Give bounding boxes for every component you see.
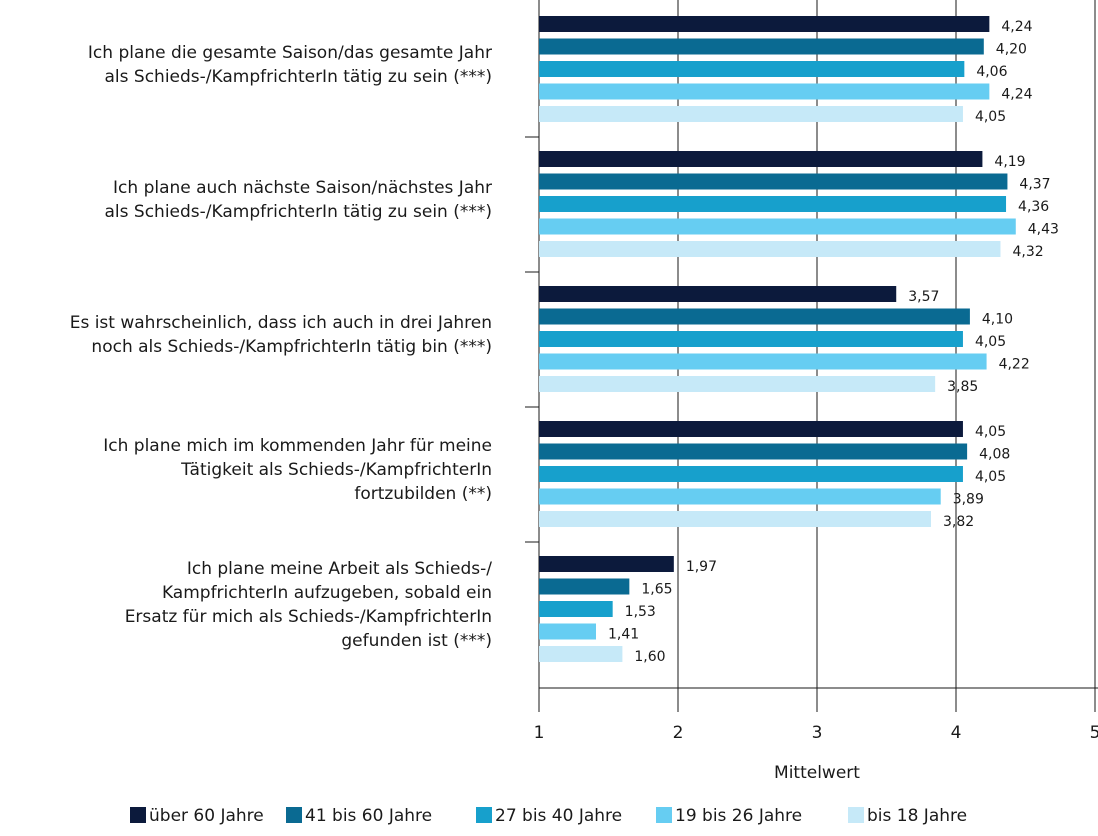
bar — [539, 623, 596, 640]
bar — [539, 421, 963, 437]
value-label: 4,32 — [1012, 244, 1043, 260]
value-label: 4,05 — [975, 469, 1006, 485]
x-tick-label: 5 — [1090, 723, 1098, 743]
value-label: 1,60 — [634, 649, 665, 665]
legend-swatch — [286, 807, 302, 823]
x-tick-label: 2 — [673, 723, 684, 743]
value-label: 4,36 — [1018, 199, 1049, 215]
category-label: Ich plane die gesamte Saison/das gesamte… — [88, 43, 492, 87]
bar — [539, 151, 983, 167]
bar — [539, 286, 897, 302]
category-line: KampfrichterIn aufzugeben, sobald ein — [162, 583, 492, 603]
bar — [539, 83, 990, 100]
legend-label: 41 bis 60 Jahre — [305, 806, 432, 826]
category-line: Ich plane mich im kommenden Jahr für mei… — [103, 436, 492, 456]
category-label: Ich plane mich im kommenden Jahr für mei… — [103, 436, 492, 504]
value-label: 4,08 — [979, 447, 1010, 463]
bar — [539, 308, 970, 325]
x-tick-label: 4 — [951, 723, 962, 743]
x-tick-label: 1 — [534, 723, 545, 743]
legend-label: bis 18 Jahre — [867, 806, 967, 826]
category-line: Es ist wahrscheinlich, dass ich auch in … — [70, 313, 492, 333]
value-label: 4,24 — [1001, 19, 1032, 35]
x-axis-label: Mittelwert — [774, 763, 860, 783]
bar — [539, 106, 963, 122]
value-label: 4,43 — [1028, 222, 1059, 238]
bar — [539, 173, 1008, 190]
value-label: 4,10 — [982, 312, 1013, 328]
legend-label: 19 bis 26 Jahre — [675, 806, 802, 826]
bar — [539, 16, 990, 32]
category-line: Ich plane meine Arbeit als Schieds-/ — [187, 559, 492, 579]
bar — [539, 578, 630, 595]
category-line: fortzubilden (**) — [354, 484, 492, 504]
category-line: noch als Schieds-/KampfrichterIn tätig b… — [91, 337, 492, 357]
legend-swatch — [848, 807, 864, 823]
category-line: Ich plane die gesamte Saison/das gesamte… — [88, 43, 492, 63]
value-label: 4,24 — [1001, 87, 1032, 103]
value-label: 4,05 — [975, 109, 1006, 125]
category-line: Tätigkeit als Schieds-/KampfrichterIn — [180, 460, 492, 480]
category-label: Es ist wahrscheinlich, dass ich auch in … — [70, 313, 492, 357]
bar — [539, 646, 623, 662]
category-line: gefunden ist (***) — [341, 631, 492, 651]
value-label: 4,05 — [975, 334, 1006, 350]
bar — [539, 61, 965, 77]
bar — [539, 353, 987, 370]
bar — [539, 376, 936, 392]
value-label: 4,20 — [996, 42, 1027, 58]
bar — [539, 601, 613, 617]
value-label: 3,57 — [908, 289, 939, 305]
bar — [539, 466, 963, 482]
bar — [539, 488, 941, 505]
bar — [539, 511, 931, 527]
category-label: Ich plane meine Arbeit als Schieds-/ Kamp… — [125, 559, 493, 651]
legend-swatch — [656, 807, 672, 823]
bar — [539, 218, 1016, 235]
value-label: 1,53 — [625, 604, 656, 620]
category-line: als Schieds-/KampfrichterIn tätig zu sei… — [105, 202, 493, 222]
bar — [539, 38, 984, 55]
bar — [539, 331, 963, 347]
category-line: Ersatz für mich als Schieds-/Kampfrichte… — [125, 607, 492, 627]
legend-swatch — [130, 807, 146, 823]
value-label: 1,65 — [641, 582, 672, 598]
value-label: 4,06 — [976, 64, 1007, 80]
category-label: Ich plane auch nächste Saison/nächstes J… — [105, 178, 493, 222]
value-label: 4,19 — [994, 154, 1025, 170]
legend-swatch — [476, 807, 492, 823]
value-label: 1,97 — [686, 559, 717, 575]
legend-label: über 60 Jahre — [149, 806, 264, 826]
value-label: 3,85 — [947, 379, 978, 395]
value-label: 4,37 — [1019, 177, 1050, 193]
value-label: 3,89 — [953, 492, 984, 508]
x-tick-label: 3 — [812, 723, 823, 743]
value-label: 4,05 — [975, 424, 1006, 440]
legend-label: 27 bis 40 Jahre — [495, 806, 622, 826]
bar — [539, 196, 1007, 212]
value-label: 4,22 — [999, 357, 1030, 373]
category-line: Ich plane auch nächste Saison/nächstes J… — [113, 178, 492, 198]
bar — [539, 241, 1001, 257]
bar — [539, 443, 968, 460]
bar — [539, 556, 674, 572]
category-line: als Schieds-/KampfrichterIn tätig zu sei… — [105, 67, 493, 87]
value-label: 3,82 — [943, 514, 974, 530]
value-label: 1,41 — [608, 627, 639, 643]
